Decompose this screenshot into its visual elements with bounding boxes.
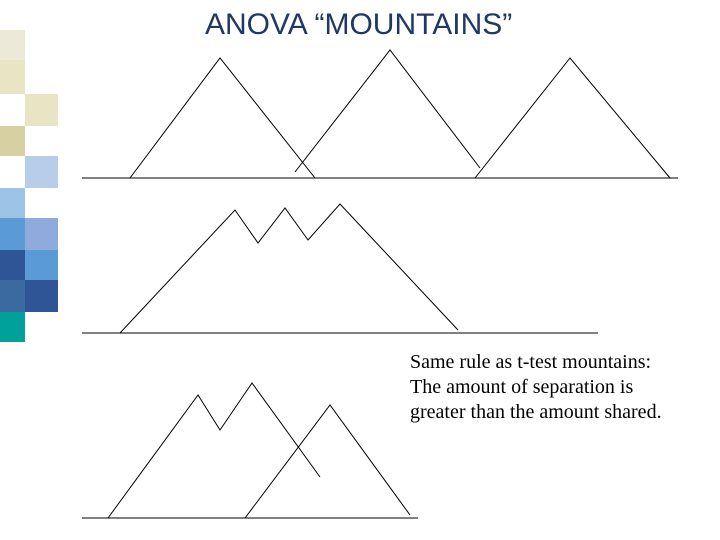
decorative-sidebar — [0, 0, 58, 540]
sidebar-block — [25, 188, 58, 218]
sidebar-block — [25, 156, 58, 188]
sidebar-block — [25, 30, 58, 60]
sidebar-block — [0, 30, 25, 60]
sidebar-block — [25, 218, 58, 250]
slide: { "background_color": "#ffffff", "title"… — [0, 0, 720, 540]
sidebar-block — [25, 94, 58, 126]
mountain-outline — [245, 405, 410, 518]
panel-top — [80, 50, 680, 180]
sidebar-block — [25, 60, 58, 94]
sidebar-block — [25, 312, 58, 342]
sidebar-block — [0, 94, 25, 126]
caption-line: The amount of separation is — [410, 375, 662, 400]
mountain-outline — [475, 58, 670, 178]
sidebar-block — [25, 250, 58, 280]
sidebar-block — [25, 280, 58, 312]
caption-line: greater than the amount shared. — [410, 400, 662, 425]
slide-title: ANOVA “MOUNTAINS” — [205, 8, 512, 42]
sidebar-block — [25, 126, 58, 156]
sidebar-block — [0, 312, 25, 342]
panel-middle — [80, 200, 600, 335]
sidebar-block — [0, 188, 25, 218]
sidebar-block — [0, 280, 25, 312]
sidebar-block — [0, 60, 25, 94]
caption-line: Same rule as t-test mountains: — [410, 350, 662, 375]
sidebar-block — [0, 126, 25, 156]
sidebar-block — [0, 156, 25, 188]
panel-bottom — [80, 365, 420, 520]
mountain-outline — [130, 58, 315, 178]
sidebar-block — [0, 250, 25, 280]
mountain-outline — [108, 383, 320, 518]
caption-text: Same rule as t-test mountains:The amount… — [410, 350, 662, 425]
mountain-outline — [120, 204, 458, 333]
mountain-outline — [295, 50, 480, 172]
sidebar-block — [0, 218, 25, 250]
